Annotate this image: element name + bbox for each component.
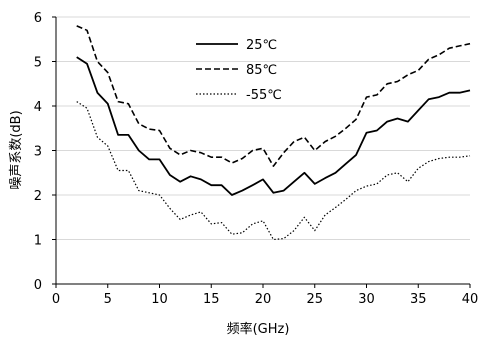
y-axis-title: 噪声系数(dB) bbox=[9, 110, 24, 189]
y-tick-label: 3 bbox=[34, 145, 42, 160]
legend: 25℃ 85℃ -55℃ bbox=[196, 38, 282, 103]
x-tick-label: 10 bbox=[151, 292, 168, 307]
x-tick-label: 40 bbox=[462, 292, 479, 307]
series-line-0 bbox=[76, 56, 471, 196]
x-tick-label: 35 bbox=[410, 292, 427, 307]
y-tick-label: 4 bbox=[34, 100, 42, 115]
tick-labels: 0 1 2 3 4 5 6 0 5 10 15 20 25 30 35 40 bbox=[34, 11, 479, 307]
axes bbox=[52, 16, 471, 288]
x-axis-title: 频率(GHz) bbox=[227, 321, 290, 337]
legend-label: 25℃ bbox=[246, 38, 277, 53]
y-tick-label: 0 bbox=[34, 278, 42, 293]
y-tick-label: 1 bbox=[34, 234, 42, 249]
y-tick-label: 6 bbox=[34, 11, 42, 26]
x-tick-label: 30 bbox=[358, 292, 375, 307]
x-tick-label: 25 bbox=[306, 292, 323, 307]
series-line-1 bbox=[76, 25, 471, 167]
x-tick-label: 15 bbox=[203, 292, 220, 307]
grid-lines bbox=[56, 16, 470, 240]
x-tick-label: 20 bbox=[255, 292, 272, 307]
y-tick-label: 5 bbox=[34, 56, 42, 71]
y-tick-label: 2 bbox=[34, 189, 42, 204]
legend-label: -55℃ bbox=[246, 88, 282, 103]
x-tick-label: 0 bbox=[52, 292, 60, 307]
series-lines bbox=[76, 25, 471, 241]
x-tick-label: 5 bbox=[104, 292, 112, 307]
legend-label: 85℃ bbox=[246, 63, 277, 78]
series-line-2 bbox=[76, 101, 471, 241]
